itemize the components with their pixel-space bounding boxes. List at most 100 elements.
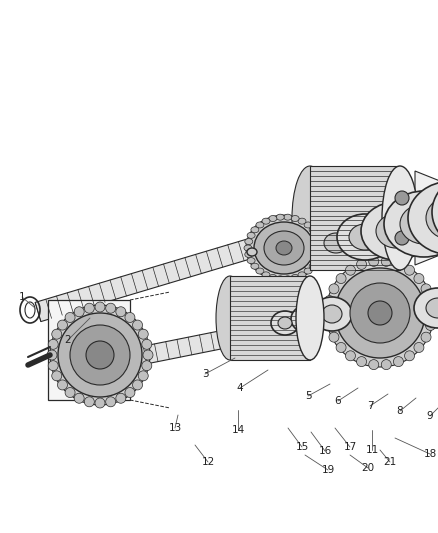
Ellipse shape [245, 252, 253, 257]
Ellipse shape [357, 357, 367, 367]
Ellipse shape [291, 274, 299, 280]
Ellipse shape [296, 276, 324, 360]
Ellipse shape [70, 325, 130, 385]
Ellipse shape [325, 320, 335, 330]
Ellipse shape [335, 268, 425, 358]
Text: 12: 12 [201, 457, 215, 467]
Ellipse shape [291, 215, 299, 222]
Ellipse shape [361, 202, 431, 260]
Text: 16: 16 [318, 446, 332, 456]
Ellipse shape [271, 311, 299, 335]
Ellipse shape [322, 305, 342, 323]
Ellipse shape [269, 215, 277, 222]
Polygon shape [230, 276, 310, 360]
Ellipse shape [262, 218, 270, 224]
Text: 20: 20 [361, 463, 374, 473]
Ellipse shape [247, 257, 255, 264]
Ellipse shape [381, 360, 391, 369]
Ellipse shape [246, 215, 322, 281]
Ellipse shape [116, 393, 126, 403]
Ellipse shape [326, 259, 434, 367]
Ellipse shape [313, 232, 321, 238]
Ellipse shape [382, 166, 418, 270]
Ellipse shape [325, 296, 335, 305]
Ellipse shape [414, 288, 438, 328]
Text: 1: 1 [19, 292, 25, 302]
Ellipse shape [142, 340, 152, 349]
Ellipse shape [393, 260, 403, 269]
Ellipse shape [315, 239, 323, 245]
Ellipse shape [368, 301, 392, 325]
Ellipse shape [52, 329, 62, 339]
Ellipse shape [395, 231, 409, 245]
Ellipse shape [106, 397, 116, 407]
Ellipse shape [405, 265, 414, 275]
Ellipse shape [276, 276, 284, 282]
Ellipse shape [369, 256, 379, 266]
Ellipse shape [421, 332, 431, 342]
Ellipse shape [125, 387, 135, 398]
Polygon shape [143, 319, 282, 364]
Ellipse shape [65, 387, 75, 398]
Polygon shape [35, 238, 255, 321]
Ellipse shape [405, 351, 414, 361]
Text: 9: 9 [427, 411, 433, 421]
Ellipse shape [421, 284, 431, 294]
Ellipse shape [337, 214, 393, 260]
Ellipse shape [57, 380, 67, 390]
Ellipse shape [133, 320, 142, 330]
Ellipse shape [304, 222, 312, 228]
Ellipse shape [95, 302, 105, 312]
Ellipse shape [143, 350, 153, 360]
Ellipse shape [125, 312, 135, 322]
Ellipse shape [116, 307, 126, 317]
Ellipse shape [426, 298, 438, 318]
Ellipse shape [254, 222, 314, 274]
Ellipse shape [314, 225, 358, 261]
Ellipse shape [284, 214, 292, 220]
Ellipse shape [262, 272, 270, 278]
Text: 15: 15 [295, 442, 309, 452]
Text: 4: 4 [237, 383, 244, 393]
Ellipse shape [74, 393, 84, 403]
Ellipse shape [95, 398, 105, 408]
Polygon shape [310, 166, 400, 270]
Polygon shape [48, 300, 130, 400]
Ellipse shape [52, 371, 62, 381]
Ellipse shape [316, 245, 324, 251]
Ellipse shape [369, 360, 379, 369]
Ellipse shape [336, 343, 346, 352]
Ellipse shape [329, 332, 339, 342]
Ellipse shape [278, 317, 292, 329]
Text: 5: 5 [305, 391, 311, 401]
Ellipse shape [58, 313, 142, 397]
Ellipse shape [47, 350, 57, 360]
Text: 18: 18 [424, 449, 437, 459]
Text: 7: 7 [367, 401, 373, 411]
Ellipse shape [408, 181, 438, 255]
Ellipse shape [312, 297, 352, 331]
Ellipse shape [323, 308, 333, 318]
Text: 19: 19 [321, 465, 335, 475]
Ellipse shape [376, 214, 416, 248]
Ellipse shape [324, 233, 348, 253]
Ellipse shape [425, 320, 435, 330]
Ellipse shape [350, 283, 410, 343]
Text: 21: 21 [383, 457, 397, 467]
Text: 11: 11 [365, 445, 378, 455]
Ellipse shape [247, 232, 255, 238]
Ellipse shape [245, 239, 253, 245]
Ellipse shape [142, 361, 152, 370]
Ellipse shape [304, 268, 312, 274]
Ellipse shape [106, 303, 116, 313]
Ellipse shape [85, 303, 94, 313]
Ellipse shape [349, 224, 381, 250]
Ellipse shape [256, 222, 264, 228]
Ellipse shape [393, 357, 403, 367]
Ellipse shape [309, 227, 317, 233]
Ellipse shape [138, 371, 148, 381]
Polygon shape [415, 171, 438, 265]
Ellipse shape [346, 265, 356, 275]
Ellipse shape [400, 204, 438, 244]
Ellipse shape [85, 397, 94, 407]
